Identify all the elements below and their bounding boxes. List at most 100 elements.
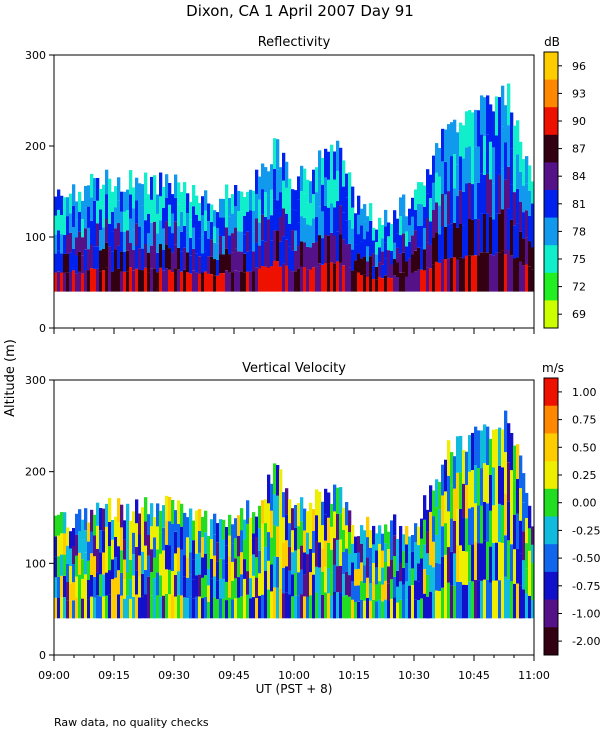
echo-cell <box>339 147 343 177</box>
echo-cell <box>105 572 109 596</box>
echo-cell <box>141 573 145 597</box>
echo-cell <box>387 250 391 264</box>
echo-cell <box>228 216 232 236</box>
echo-cell <box>402 551 406 568</box>
echo-cell <box>303 508 307 531</box>
echo-cell <box>513 158 517 193</box>
echo-cell <box>225 600 229 619</box>
echo-cell <box>507 208 511 250</box>
echo-cell <box>342 529 346 552</box>
echo-cell <box>132 187 136 209</box>
echo-cell <box>237 251 241 272</box>
echo-cell <box>327 235 331 264</box>
echo-cell <box>504 535 508 577</box>
echo-cell <box>87 599 91 619</box>
echo-cell <box>261 240 265 266</box>
echo-cell <box>462 225 466 259</box>
echo-cell <box>492 255 496 292</box>
echo-cell <box>204 251 208 272</box>
echo-cell <box>384 524 388 544</box>
echo-cell <box>144 196 148 221</box>
echo-cell <box>264 167 268 192</box>
echo-cell <box>144 594 148 619</box>
echo-cell <box>417 581 421 600</box>
echo-cell <box>447 258 451 292</box>
echo-cell <box>372 544 376 563</box>
echo-cell <box>135 246 139 269</box>
echo-cell <box>411 535 415 552</box>
echo-cell <box>459 156 463 191</box>
echo-cell <box>498 136 502 175</box>
echo-cell <box>330 232 334 263</box>
echo-cell <box>453 222 457 258</box>
echo-cell <box>138 248 142 270</box>
echo-cell <box>474 503 478 542</box>
echo-cell <box>153 268 157 292</box>
echo-cell <box>138 576 142 598</box>
echo-cell <box>213 513 217 535</box>
echo-cell <box>288 546 292 571</box>
echo-cell <box>375 550 379 568</box>
echo-cell <box>348 575 352 597</box>
echo-cell <box>168 183 172 205</box>
echo-cell <box>432 541 436 568</box>
echo-cell <box>411 568 415 585</box>
echo-cell <box>306 575 310 597</box>
echo-cell <box>153 198 157 222</box>
echo-cell <box>390 579 394 599</box>
echo-cell <box>438 176 442 206</box>
echo-cell <box>519 231 523 262</box>
echo-cell <box>219 578 223 599</box>
echo-cell <box>78 271 82 292</box>
echo-cell <box>390 264 394 278</box>
echo-cell <box>165 569 169 594</box>
echo-cell <box>363 274 367 292</box>
echo-cell <box>477 146 481 183</box>
y-tick-label: 200 <box>25 140 46 153</box>
echo-cell <box>438 536 442 564</box>
echo-cell <box>165 520 169 545</box>
echo-cell <box>429 591 433 619</box>
echo-cell <box>252 512 256 534</box>
echo-cell <box>429 221 433 245</box>
echo-cell <box>204 553 208 576</box>
echo-cell <box>171 233 175 253</box>
echo-cell <box>162 270 166 292</box>
echo-cell <box>483 213 487 253</box>
echo-cell <box>501 542 505 581</box>
echo-cell <box>387 277 391 292</box>
echo-cell <box>408 275 412 292</box>
echo-cell <box>222 559 226 579</box>
echo-cell <box>291 271 295 292</box>
echo-cell <box>234 206 238 228</box>
echo-cell <box>321 595 325 619</box>
echo-cell <box>381 601 385 619</box>
echo-cell <box>231 252 235 273</box>
echo-cell <box>276 139 280 170</box>
echo-cell <box>120 211 124 232</box>
echo-cell <box>378 581 382 600</box>
echo-cell <box>225 227 229 249</box>
echo-cell <box>435 507 439 535</box>
echo-cell <box>378 247 382 263</box>
echo-cell <box>504 410 508 453</box>
echo-cell <box>420 518 424 539</box>
echo-cell <box>372 253 376 267</box>
colorbar-frame <box>543 377 559 656</box>
echo-cell <box>372 278 376 292</box>
echo-cell <box>159 172 163 197</box>
echo-cell <box>465 551 469 585</box>
echo-cell <box>450 257 454 292</box>
echo-cell <box>333 484 337 512</box>
echo-cell <box>483 97 487 137</box>
echo-cell <box>180 595 184 619</box>
echo-cell <box>186 537 190 558</box>
echo-cell <box>60 195 64 215</box>
echo-cell <box>357 195 361 215</box>
echo-cell <box>315 167 319 193</box>
echo-cell <box>120 527 124 551</box>
echo-cell <box>474 580 478 619</box>
echo-cell <box>516 154 520 189</box>
echo-cell <box>123 539 127 560</box>
echo-cell <box>219 558 223 579</box>
